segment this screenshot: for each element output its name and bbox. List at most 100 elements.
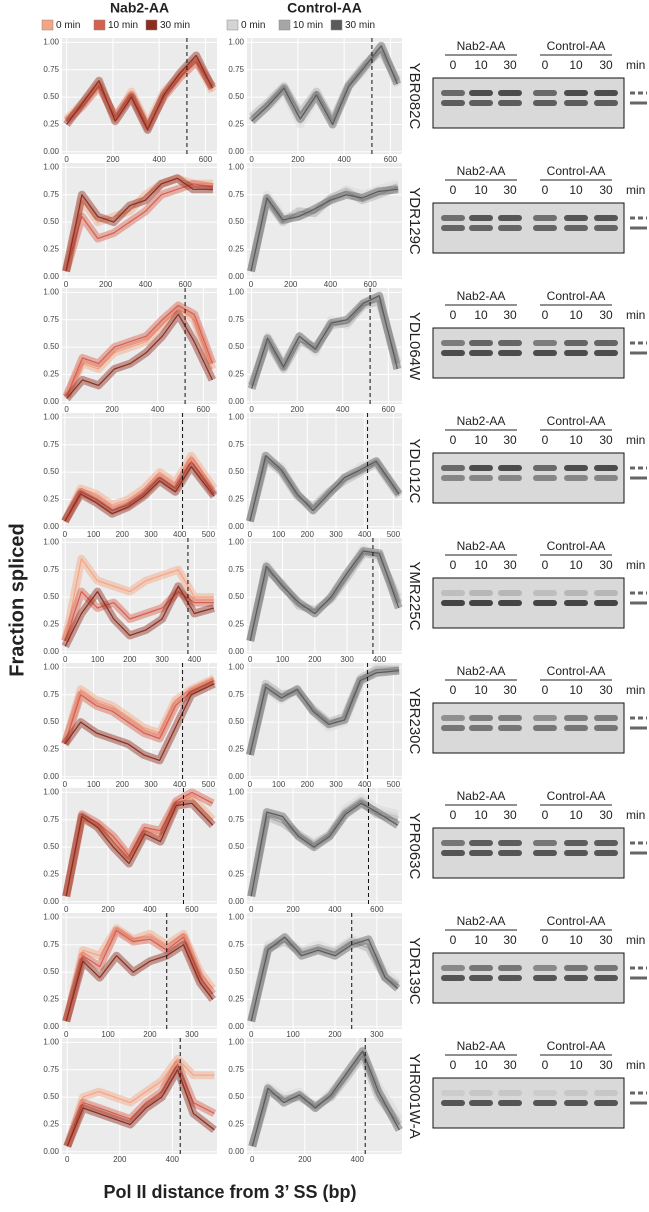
gel-band — [469, 215, 493, 221]
gel-lane-label: 10 — [569, 433, 583, 447]
y-tick-label: 0.75 — [43, 65, 59, 74]
gel-group-label: Control-AA — [547, 414, 606, 428]
y-tick-label: 1.00 — [228, 787, 244, 796]
gel-lane-label: 10 — [569, 933, 583, 947]
gel-band — [498, 465, 522, 471]
y-tick-label: 1.00 — [228, 662, 244, 671]
gel-lane-label: 0 — [542, 433, 549, 447]
gel-band — [594, 465, 618, 471]
x-tick-label: 200 — [301, 530, 315, 539]
y-tick-label: 0.75 — [43, 190, 59, 199]
gel-band — [533, 850, 557, 856]
gel-lane-label: 10 — [474, 808, 488, 822]
gel-band — [564, 475, 588, 481]
gel-band — [469, 850, 493, 856]
gel-band — [594, 100, 618, 106]
y-tick-label: 1.00 — [228, 1037, 244, 1046]
legend-swatch — [94, 20, 105, 30]
gel-band — [564, 225, 588, 231]
y-tick-label: 1.00 — [43, 537, 59, 546]
gel-band — [564, 215, 588, 221]
gel-band — [533, 725, 557, 731]
gel-band — [469, 975, 493, 981]
gel-lane-label: 10 — [474, 1058, 488, 1072]
x-tick-label: 0 — [64, 280, 69, 289]
y-tick-label: 0.50 — [43, 592, 59, 601]
gel-lane-label: 30 — [503, 808, 517, 822]
x-tick-label: 300 — [185, 1030, 199, 1039]
x-tick-label: 0 — [249, 405, 254, 414]
y-tick-label: 0.00 — [228, 397, 244, 406]
y-tick-label: 0.75 — [43, 815, 59, 824]
y-tick-label: 0.50 — [43, 1092, 59, 1101]
gel-band — [594, 225, 618, 231]
x-tick-label: 300 — [329, 530, 343, 539]
figure: Fraction spliced Pol II distance from 3’… — [0, 0, 649, 1212]
gel-unit-label: min — [626, 683, 645, 697]
gene-label: YBR082C — [406, 63, 423, 130]
x-tick-label: 200 — [123, 655, 137, 664]
gel-band — [441, 100, 465, 106]
x-tick-label: 200 — [291, 155, 305, 164]
y-tick-label: 0.00 — [43, 272, 59, 281]
legend-label: 0 min — [56, 20, 80, 31]
gel-band — [533, 350, 557, 356]
gel-band — [498, 725, 522, 731]
gel-lane-label: 10 — [474, 683, 488, 697]
gene-label: YBR230C — [406, 688, 423, 755]
x-tick-label: 200 — [298, 1155, 312, 1164]
gel-band — [441, 725, 465, 731]
gel-lane-label: 30 — [503, 558, 517, 572]
y-tick-label: 0.25 — [228, 620, 244, 629]
legend-label: 10 min — [293, 20, 323, 31]
y-tick-label: 0.50 — [228, 467, 244, 476]
x-tick-label: 400 — [139, 280, 153, 289]
gel-band — [469, 475, 493, 481]
gel-lane-label: 10 — [569, 558, 583, 572]
gel-lane-label: 0 — [450, 58, 457, 72]
x-tick-label: 0 — [63, 780, 68, 789]
gene-label: YPR063C — [406, 813, 423, 880]
gel-lane-label: 30 — [599, 808, 613, 822]
gel-band — [441, 465, 465, 471]
gel-lane-label: 0 — [542, 683, 549, 697]
gel-lane-label: 30 — [599, 933, 613, 947]
y-tick-label: 1.00 — [228, 287, 244, 296]
gel-band — [564, 590, 588, 596]
x-tick-label: 400 — [166, 1155, 180, 1164]
y-tick-label: 1.00 — [228, 912, 244, 921]
y-tick-label: 0.75 — [228, 440, 244, 449]
x-tick-label: 200 — [105, 405, 119, 414]
y-tick-label: 0.50 — [43, 967, 59, 976]
y-tick-label: 0.75 — [228, 815, 244, 824]
gel-lane-label: 0 — [450, 808, 457, 822]
gel-band — [498, 100, 522, 106]
gel-lane-label: 30 — [599, 58, 613, 72]
gel-unit-label: min — [626, 433, 645, 447]
legend-swatch — [331, 20, 342, 30]
gel-group-label: Nab2-AA — [457, 789, 506, 803]
gel-group-label: Nab2-AA — [457, 39, 506, 53]
gel-band — [441, 475, 465, 481]
gel-group-label: Control-AA — [547, 289, 606, 303]
y-tick-label: 0.75 — [228, 1065, 244, 1074]
gel-lane-label: 0 — [542, 933, 549, 947]
gel-band — [594, 715, 618, 721]
gene-label: YDL064W — [406, 312, 423, 381]
x-tick-label: 600 — [197, 405, 211, 414]
gel-band — [469, 350, 493, 356]
gel-group-label: Control-AA — [547, 1039, 606, 1053]
gel-band — [594, 850, 618, 856]
gel-lane-label: 30 — [599, 183, 613, 197]
gel-band — [498, 215, 522, 221]
x-tick-label: 600 — [179, 280, 193, 289]
x-tick-label: 300 — [144, 530, 158, 539]
x-tick-label: 0 — [64, 1030, 69, 1039]
x-tick-label: 400 — [173, 780, 187, 789]
y-tick-label: 0.50 — [228, 92, 244, 101]
legend-swatch — [227, 20, 238, 30]
x-tick-label: 200 — [308, 655, 322, 664]
x-tick-label: 400 — [328, 905, 342, 914]
y-tick-label: 0.00 — [43, 897, 59, 906]
y-tick-label: 0.50 — [43, 342, 59, 351]
